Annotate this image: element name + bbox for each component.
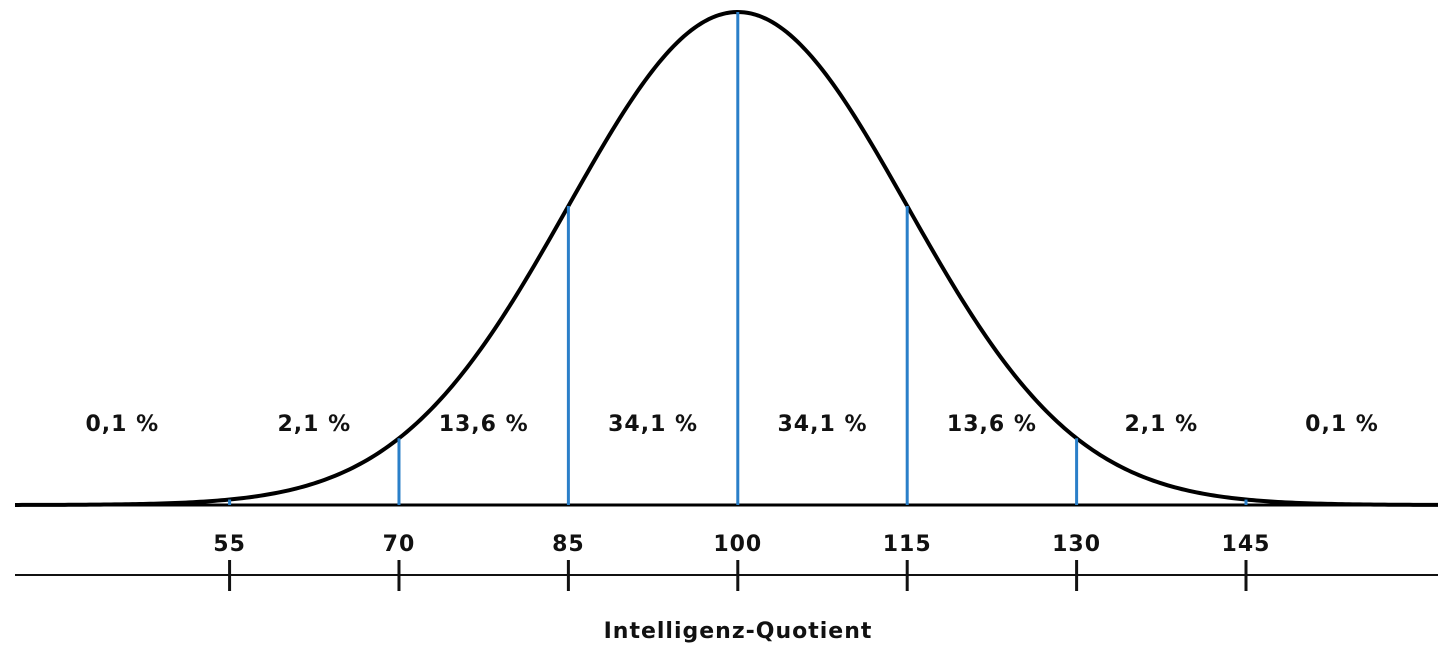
region [229, 438, 399, 505]
x-tick-label: 100 [713, 532, 762, 557]
region-label: 34,1 % [608, 412, 698, 437]
x-tick-label: 130 [1052, 532, 1101, 557]
x-tick-label: 70 [383, 532, 416, 557]
region-label: 0,1 % [1305, 412, 1379, 437]
region-label: 2,1 % [1124, 412, 1198, 437]
region-label: 13,6 % [947, 412, 1037, 437]
x-tick-label: 85 [552, 532, 585, 557]
curve [14, 10, 1438, 507]
region-label: 34,1 % [778, 412, 868, 437]
region-label: 13,6 % [439, 412, 529, 437]
x-tick-label: 115 [883, 532, 932, 557]
region [1076, 438, 1247, 505]
x-tick-label: 145 [1222, 532, 1271, 557]
x-axis-title: Intelligenz-Quotient [604, 619, 873, 644]
region-label: 2,1 % [277, 412, 351, 437]
region-label: 0,1 % [85, 412, 159, 437]
x-tick-label: 55 [213, 532, 246, 557]
